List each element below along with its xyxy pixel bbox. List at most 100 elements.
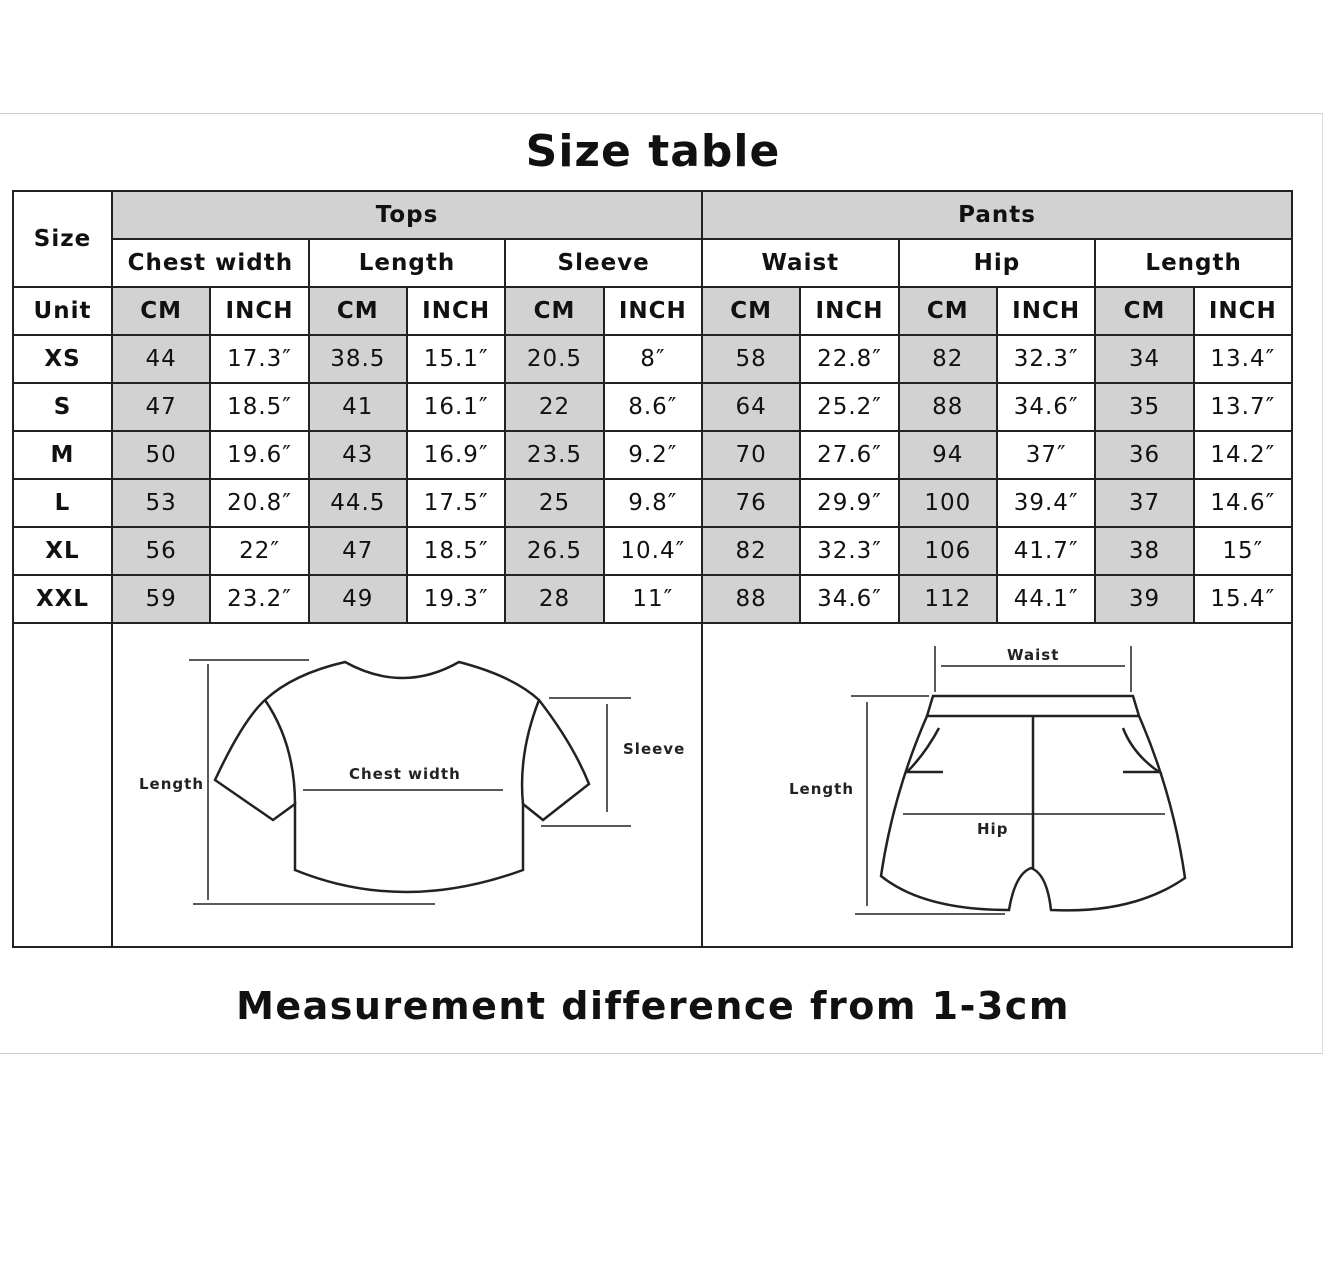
hip-label: Hip bbox=[977, 820, 1008, 838]
page-title: Size table bbox=[525, 126, 781, 177]
value-cell: 44 bbox=[110, 334, 212, 384]
value-cell: 94 bbox=[897, 430, 998, 480]
value-cell: 112 bbox=[897, 574, 998, 624]
measure-header: Length bbox=[307, 238, 507, 288]
t-shirt-icon bbox=[213, 660, 591, 894]
value-cell: 53 bbox=[110, 478, 212, 528]
measure-header: Hip bbox=[897, 238, 1097, 288]
value-cell: 41.7″ bbox=[995, 526, 1097, 576]
value-cell: 25 bbox=[504, 478, 605, 528]
value-cell: 37 bbox=[1094, 478, 1195, 528]
value-cell: 15″ bbox=[1192, 526, 1294, 576]
unit-cell: INCH bbox=[995, 286, 1097, 336]
value-cell: 19.6″ bbox=[209, 430, 310, 480]
value-cell: 38.5 bbox=[307, 334, 408, 384]
measure-header: Sleeve bbox=[504, 238, 703, 288]
value-cell: 22.8″ bbox=[799, 334, 900, 384]
value-cell: 13.4″ bbox=[1192, 334, 1294, 384]
unit-cell: INCH bbox=[209, 286, 310, 336]
size-label: XXL bbox=[12, 574, 113, 624]
value-cell: 76 bbox=[700, 478, 802, 528]
table-row: XL 56 22″ 47 18.5″ 26.5 10.4″ 82 32.3″ 106 41.7″ 38… bbox=[12, 526, 1294, 576]
value-cell: 15.4″ bbox=[1192, 574, 1294, 624]
value-cell: 88 bbox=[700, 574, 802, 624]
measure-header: Chest width bbox=[111, 238, 310, 288]
unit-cell: CM bbox=[307, 286, 408, 336]
value-cell: 13.7″ bbox=[1192, 382, 1294, 432]
value-cell: 14.6″ bbox=[1192, 478, 1294, 528]
value-cell: 17.5″ bbox=[405, 478, 507, 528]
value-cell: 11″ bbox=[602, 574, 704, 624]
value-cell: 28 bbox=[504, 574, 605, 624]
value-cell: 18.5″ bbox=[209, 382, 310, 432]
value-cell: 34 bbox=[1094, 334, 1195, 384]
unit-cell: CM bbox=[504, 286, 605, 336]
value-cell: 27.6″ bbox=[799, 430, 900, 480]
table-row: XS 44 17.3″ 38.5 15.1″ 20.5 8″ 58 22.8″ 82 32.3″ 34… bbox=[12, 334, 1294, 384]
value-cell: 26.5 bbox=[504, 526, 605, 576]
length-label: Length bbox=[789, 780, 854, 798]
value-cell: 32.3″ bbox=[995, 334, 1097, 384]
table-row: L 53 20.8″ 44.5 17.5″ 25 9.8″ 76 29.9″ 100 39.4″ 37… bbox=[12, 478, 1294, 528]
value-cell: 44.1″ bbox=[995, 574, 1097, 624]
value-cell: 39 bbox=[1094, 574, 1195, 624]
value-cell: 59 bbox=[110, 574, 212, 624]
value-cell: 44.5 bbox=[307, 478, 408, 528]
measure-header: Length bbox=[1094, 238, 1293, 288]
value-cell: 43 bbox=[307, 430, 408, 480]
value-cell: 15.1″ bbox=[405, 334, 507, 384]
group-header-pants: Pants bbox=[701, 190, 1293, 240]
value-cell: 88 bbox=[897, 382, 998, 432]
size-label: S bbox=[12, 382, 113, 432]
size-label: XL bbox=[12, 526, 113, 576]
value-cell: 41 bbox=[307, 382, 408, 432]
sleeve-label: Sleeve bbox=[623, 740, 685, 758]
value-cell: 16.9″ bbox=[405, 430, 507, 480]
value-cell: 34.6″ bbox=[995, 382, 1097, 432]
table-row: M 50 19.6″ 43 16.9″ 23.5 9.2″ 70 27.6″ 94 37″ 36 14.… bbox=[12, 430, 1294, 480]
unit-cell: CM bbox=[1094, 286, 1195, 336]
value-cell: 39.4″ bbox=[995, 478, 1097, 528]
size-label: XS bbox=[12, 334, 113, 384]
value-cell: 50 bbox=[110, 430, 212, 480]
unit-cell: INCH bbox=[799, 286, 900, 336]
size-header: Size bbox=[12, 190, 113, 288]
value-cell: 37″ bbox=[995, 430, 1097, 480]
footer-note: Measurement difference from 1-3cm bbox=[236, 984, 1070, 1028]
value-cell: 47 bbox=[110, 382, 212, 432]
value-cell: 17.3″ bbox=[209, 334, 310, 384]
value-cell: 25.2″ bbox=[799, 382, 900, 432]
value-cell: 18.5″ bbox=[405, 526, 507, 576]
value-cell: 10.4″ bbox=[602, 526, 704, 576]
top-diagram: Length Chest width Sleeve bbox=[111, 622, 703, 948]
value-cell: 34.6″ bbox=[799, 574, 900, 624]
size-label: L bbox=[12, 478, 113, 528]
unit-cell: CM bbox=[110, 286, 212, 336]
value-cell: 47 bbox=[307, 526, 408, 576]
length-label: Length bbox=[139, 775, 204, 793]
value-cell: 82 bbox=[700, 526, 802, 576]
size-table: Size Tops Pants Chest width Length Sleev… bbox=[12, 190, 1294, 948]
value-cell: 14.2″ bbox=[1192, 430, 1294, 480]
pants-diagram: Waist Length Hip bbox=[701, 622, 1293, 948]
unit-cell: CM bbox=[897, 286, 998, 336]
value-cell: 22 bbox=[504, 382, 605, 432]
value-cell: 8.6″ bbox=[602, 382, 704, 432]
value-cell: 82 bbox=[897, 334, 998, 384]
value-cell: 36 bbox=[1094, 430, 1195, 480]
diagram-spacer bbox=[12, 622, 113, 948]
measure-header: Waist bbox=[701, 238, 900, 288]
image-frame bbox=[0, 113, 1323, 1054]
value-cell: 35 bbox=[1094, 382, 1195, 432]
value-cell: 58 bbox=[700, 334, 802, 384]
group-header-tops: Tops bbox=[111, 190, 703, 240]
value-cell: 23.2″ bbox=[209, 574, 310, 624]
value-cell: 70 bbox=[700, 430, 802, 480]
value-cell: 29.9″ bbox=[799, 478, 900, 528]
chest-width-label: Chest width bbox=[349, 765, 461, 783]
value-cell: 106 bbox=[897, 526, 998, 576]
size-label: M bbox=[12, 430, 113, 480]
value-cell: 20.5 bbox=[504, 334, 605, 384]
shorts-icon bbox=[879, 694, 1187, 912]
value-cell: 8″ bbox=[602, 334, 704, 384]
